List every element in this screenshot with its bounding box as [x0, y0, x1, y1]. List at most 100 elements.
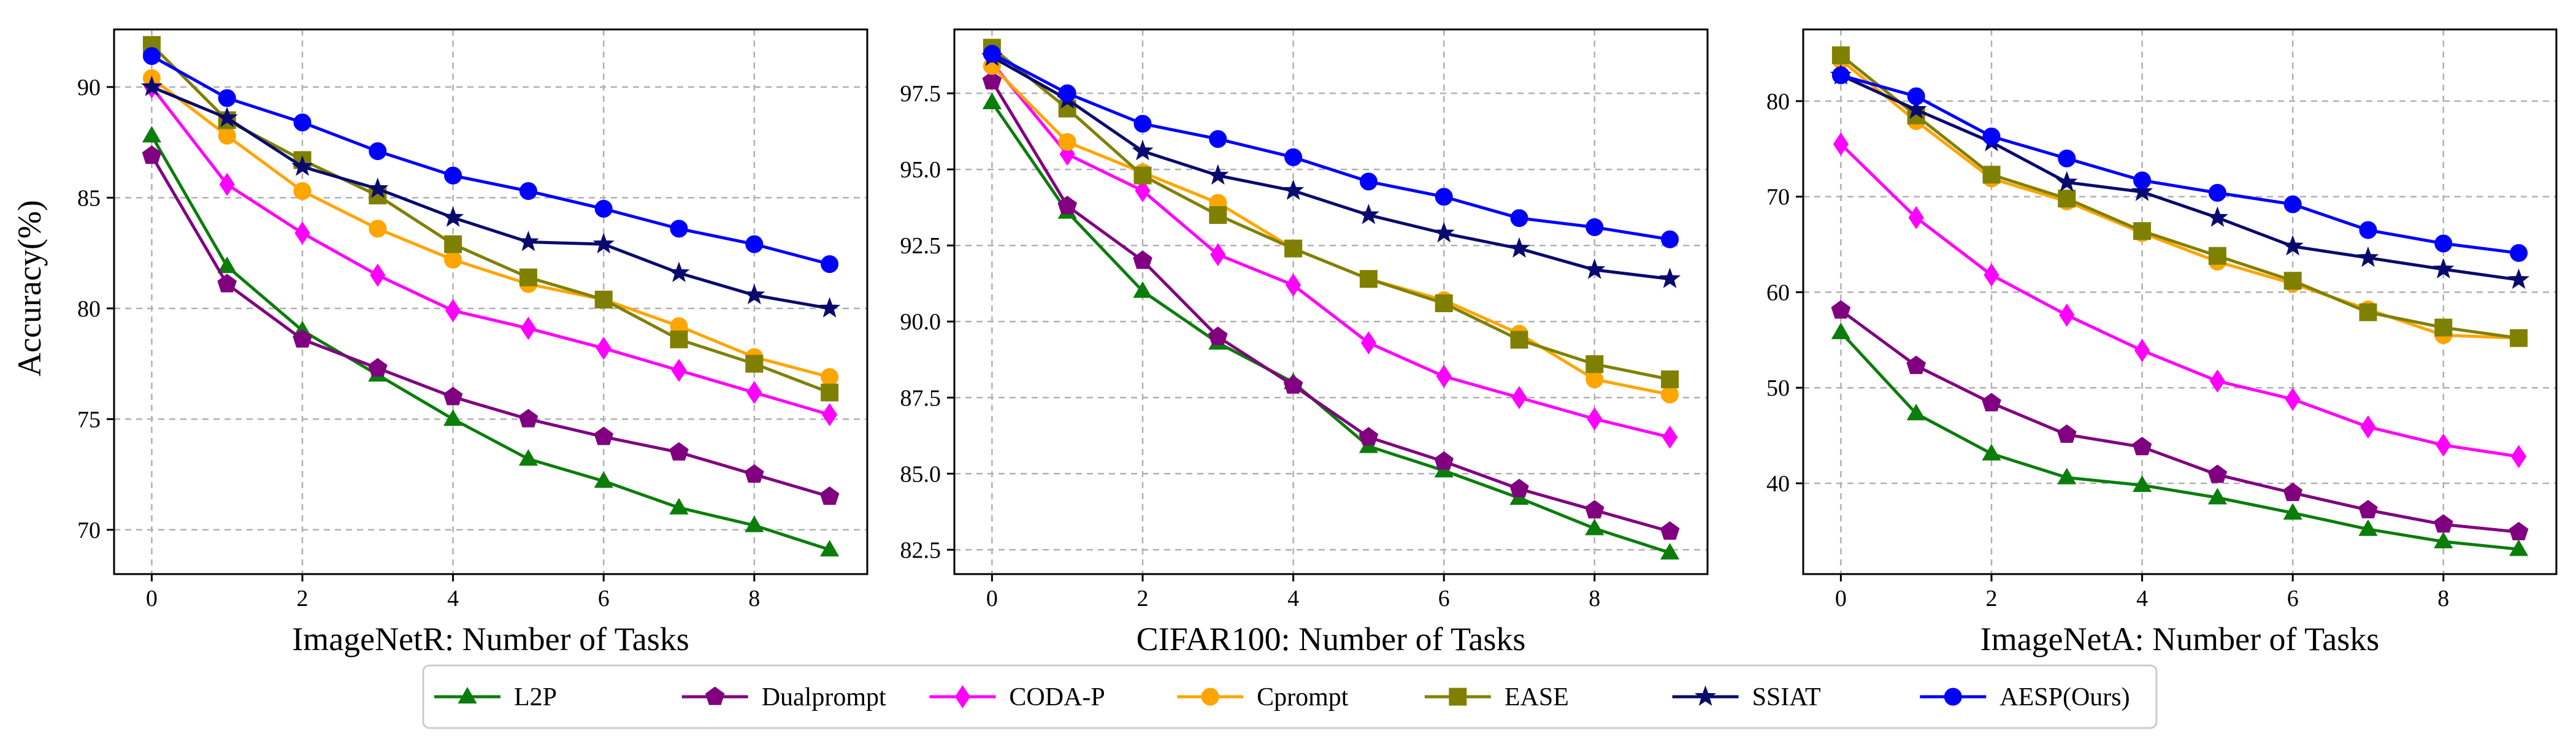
y-tick-label: 70 [77, 518, 101, 543]
data-point-aesp-ours [821, 255, 839, 274]
series-ssiat [1830, 64, 2530, 289]
legend-entry-dualprompt: Dualprompt [681, 683, 886, 711]
series-dualprompt [982, 71, 1680, 540]
y-tick-label: 60 [1766, 280, 1790, 305]
data-point-ease [670, 330, 688, 348]
data-point-l2p [2434, 532, 2453, 549]
data-point-coda-p [1360, 331, 1377, 355]
data-point-ssiat [1584, 258, 1606, 279]
data-point-dualprompt [2207, 464, 2228, 483]
y-tick-label: 40 [1766, 471, 1790, 497]
x-tick-label: 0 [146, 586, 158, 611]
data-point-dualprompt [1359, 427, 1379, 446]
data-point-aesp-ours [1058, 84, 1076, 102]
data-point-ease [2208, 247, 2226, 265]
data-point-ease [594, 290, 613, 309]
data-point-l2p [982, 93, 1002, 110]
series-cprompt [1831, 51, 2528, 347]
data-point-aesp-ours [2283, 195, 2302, 213]
data-point-ssiat [1282, 179, 1305, 200]
data-point-dualprompt [1208, 326, 1228, 345]
data-point-ssiat [1508, 237, 1530, 258]
data-point-coda-p [219, 172, 235, 196]
y-tick-label: 90 [77, 75, 101, 101]
data-point-coda-p [671, 359, 687, 382]
legend-label: AESP(Ours) [1999, 683, 2129, 711]
data-point-dualprompt [1509, 478, 1529, 497]
data-point-ease [2434, 318, 2453, 337]
data-point-coda-p [2209, 369, 2226, 393]
data-point-aesp-ours [2434, 234, 2453, 253]
data-point-ssiat [2056, 171, 2078, 192]
data-point-coda-p [1135, 179, 1151, 202]
data-point-dualprompt [1584, 500, 1604, 519]
data-point-cprompt [293, 182, 312, 201]
series-line-l2p [1839, 331, 2519, 551]
y-tick-label: 97.5 [900, 81, 941, 107]
data-point-ease [444, 235, 462, 253]
data-point-ssiat [2206, 206, 2228, 227]
series-cprompt [983, 57, 1679, 404]
data-point-ease [2283, 272, 2302, 290]
data-point-cprompt [218, 126, 236, 145]
data-point-coda-p [1833, 132, 1849, 156]
data-point-cprompt [369, 220, 387, 238]
data-point-coda-p [1662, 425, 1678, 449]
x-tick-label: 6 [1438, 586, 1450, 611]
series-ssiat [981, 45, 1681, 288]
data-point-dualprompt [293, 329, 312, 348]
plot-frame [1802, 28, 2558, 575]
plot-frame [953, 28, 1709, 575]
data-point-aesp-ours [142, 47, 161, 65]
series-line-coda-p [1839, 143, 2519, 458]
series-line-ease [1839, 54, 2519, 340]
data-point-dualprompt [1434, 451, 1454, 470]
data-point-l2p [217, 256, 237, 274]
series-line-coda-p [991, 61, 1671, 439]
legend-marker [705, 686, 725, 705]
data-point-ease [1831, 46, 1850, 64]
data-point-ssiat [743, 283, 765, 305]
data-point-aesp-ours [983, 45, 1001, 63]
data-point-ssiat [819, 297, 841, 318]
data-point-coda-p [294, 221, 310, 245]
chart-panel-1: 70 75 80 85 90 0 2 4 6 8 ImageNetR: Number of Task… [77, 28, 868, 657]
y-tick-label: 92.5 [900, 233, 941, 259]
series-line-cprompt [1839, 58, 2519, 340]
series-ssiat [140, 75, 841, 318]
data-point-l2p [1982, 443, 2001, 461]
y-tick-label: 50 [1766, 375, 1790, 401]
data-point-ssiat [367, 177, 389, 198]
y-tick-label: 85.0 [900, 461, 941, 487]
data-point-l2p [1906, 404, 1926, 421]
data-point-dualprompt [367, 358, 388, 377]
data-point-aesp-ours [1831, 66, 1850, 85]
data-point-ease [519, 268, 537, 286]
data-point-aesp-ours [444, 166, 462, 185]
data-point-l2p [594, 471, 613, 488]
data-point-dualprompt [1660, 521, 1680, 540]
data-point-coda-p [445, 299, 461, 323]
data-point-l2p [2358, 519, 2378, 536]
data-point-l2p [1133, 281, 1152, 298]
series-line-cprompt [150, 77, 830, 379]
data-point-l2p [1831, 322, 1850, 339]
series-coda-p [144, 75, 838, 426]
data-point-aesp-ours [1435, 188, 1453, 206]
data-point-cprompt [1661, 385, 1679, 404]
data-point-ssiat [1357, 204, 1379, 224]
data-point-ease [1209, 206, 1227, 224]
data-point-aesp-ours [594, 199, 613, 218]
legend-marker [1944, 688, 1962, 706]
series-line-aesp-ours [151, 55, 830, 266]
x-tick-label: 6 [598, 586, 610, 611]
x-tick-label: 8 [748, 586, 760, 611]
data-point-aesp-ours [1359, 172, 1378, 191]
data-point-aesp-ours [2208, 183, 2226, 202]
data-point-aesp-ours [1982, 127, 2001, 145]
data-point-ease [1133, 166, 1152, 185]
legend-marker [458, 686, 477, 703]
legend-entry-cprompt: Cprompt [1177, 683, 1349, 711]
x-tick-label: 2 [297, 586, 309, 611]
plot-frame [113, 28, 868, 575]
